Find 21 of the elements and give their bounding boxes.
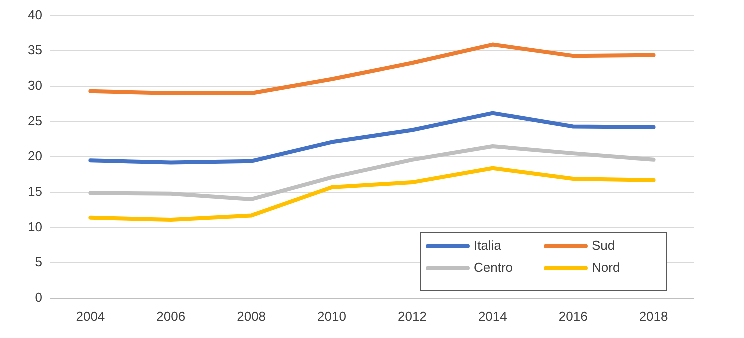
y-tick-label: 15 [28,184,42,200]
y-tick-label: 0 [35,290,42,305]
legend-label: Italia [474,238,502,253]
legend-label: Centro [474,260,514,275]
x-tick-label: 2018 [639,308,668,324]
y-tick-label: 5 [35,254,42,270]
y-tick-label: 20 [28,148,42,164]
legend-label: Sud [592,238,616,253]
x-tick-label: 2010 [318,308,346,324]
y-tick-label: 30 [28,78,42,94]
y-tick-label: 25 [28,113,42,128]
y-tick-label: 10 [28,219,42,234]
legend-label: Nord [592,260,620,275]
x-tick-label: 2014 [478,308,508,324]
x-tick-label: 2006 [156,308,186,324]
y-tick-label: 35 [28,42,42,58]
x-tick-label: 2012 [398,308,427,324]
y-tick-label: 40 [28,7,42,22]
x-tick-label: 2004 [76,308,106,324]
x-tick-label: 2008 [237,308,266,324]
x-tick-label: 2016 [558,308,588,324]
